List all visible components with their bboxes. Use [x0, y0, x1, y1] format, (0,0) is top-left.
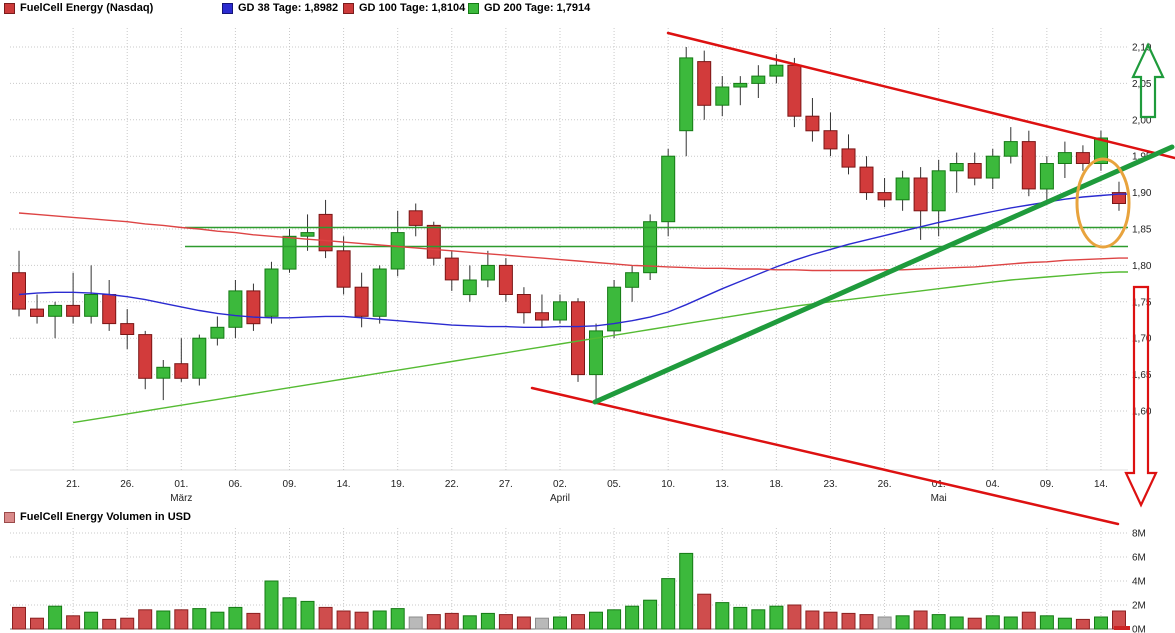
- svg-text:09.: 09.: [283, 479, 297, 490]
- svg-text:1,85: 1,85: [1132, 225, 1152, 236]
- svg-text:8M: 8M: [1132, 529, 1146, 540]
- svg-text:4M: 4M: [1132, 577, 1146, 588]
- legend-gd200-label: GD 200 Tage: 1,7914: [484, 2, 591, 14]
- svg-text:2M: 2M: [1132, 601, 1146, 612]
- legend-symbol-label: FuelCell Energy (Nasdaq): [20, 2, 154, 14]
- legend-item-symbol: FuelCell Energy (Nasdaq): [4, 2, 222, 14]
- svg-text:01.: 01.: [932, 479, 946, 490]
- price-chart-legend: FuelCell Energy (Nasdaq) GD 38 Tage: 1,8…: [4, 2, 590, 14]
- svg-text:14.: 14.: [1094, 479, 1108, 490]
- legend-item-gd38: GD 38 Tage: 1,8982: [222, 2, 343, 14]
- svg-text:01.: 01.: [174, 479, 188, 490]
- svg-text:04.: 04.: [986, 479, 1000, 490]
- volume-chart-legend: FuelCell Energy Volumen in USD: [4, 511, 191, 523]
- svg-text:05.: 05.: [607, 479, 621, 490]
- svg-text:14.: 14.: [337, 479, 351, 490]
- svg-text:18.: 18.: [769, 479, 783, 490]
- svg-text:1,95: 1,95: [1132, 152, 1152, 163]
- svg-text:1,80: 1,80: [1132, 261, 1152, 272]
- svg-text:02.: 02.: [553, 479, 567, 490]
- svg-text:0M: 0M: [1132, 625, 1146, 633]
- svg-text:März: März: [170, 493, 192, 504]
- svg-text:21.: 21.: [66, 479, 80, 490]
- svg-text:13.: 13.: [715, 479, 729, 490]
- svg-text:2,10: 2,10: [1132, 43, 1152, 54]
- legend-gd100-label: GD 100 Tage: 1,8104: [359, 2, 466, 14]
- svg-text:26.: 26.: [120, 479, 134, 490]
- svg-text:1,60: 1,60: [1132, 407, 1152, 418]
- svg-text:1,75: 1,75: [1132, 297, 1152, 308]
- svg-text:6M: 6M: [1132, 553, 1146, 564]
- gd38-series-swatch-icon: [222, 2, 233, 14]
- svg-text:19.: 19.: [391, 479, 405, 490]
- svg-text:22.: 22.: [445, 479, 459, 490]
- svg-text:April: April: [550, 493, 570, 504]
- svg-text:06.: 06.: [228, 479, 242, 490]
- legend-gd38-label: GD 38 Tage: 1,8982: [238, 2, 339, 14]
- gd200-series-swatch-icon: [468, 2, 479, 14]
- legend-item-gd200: GD 200 Tage: 1,7914: [468, 2, 590, 14]
- svg-text:1,65: 1,65: [1132, 370, 1152, 381]
- svg-text:10.: 10.: [661, 479, 675, 490]
- candlestick-series-swatch-icon: [4, 2, 15, 14]
- legend-item-volume: FuelCell Energy Volumen in USD: [4, 511, 191, 523]
- svg-text:09.: 09.: [1040, 479, 1054, 490]
- svg-text:1,90: 1,90: [1132, 188, 1152, 199]
- legend-item-gd100: GD 100 Tage: 1,8104: [343, 2, 468, 14]
- svg-text:Mai: Mai: [931, 493, 947, 504]
- svg-text:26.: 26.: [878, 479, 892, 490]
- svg-text:27.: 27.: [499, 479, 513, 490]
- gd100-series-swatch-icon: [343, 2, 354, 14]
- svg-text:1,70: 1,70: [1132, 334, 1152, 345]
- volume-series-swatch-icon: [4, 511, 15, 523]
- svg-text:23.: 23.: [824, 479, 838, 490]
- svg-text:2,00: 2,00: [1132, 115, 1152, 126]
- volume-legend-label: FuelCell Energy Volumen in USD: [20, 511, 191, 523]
